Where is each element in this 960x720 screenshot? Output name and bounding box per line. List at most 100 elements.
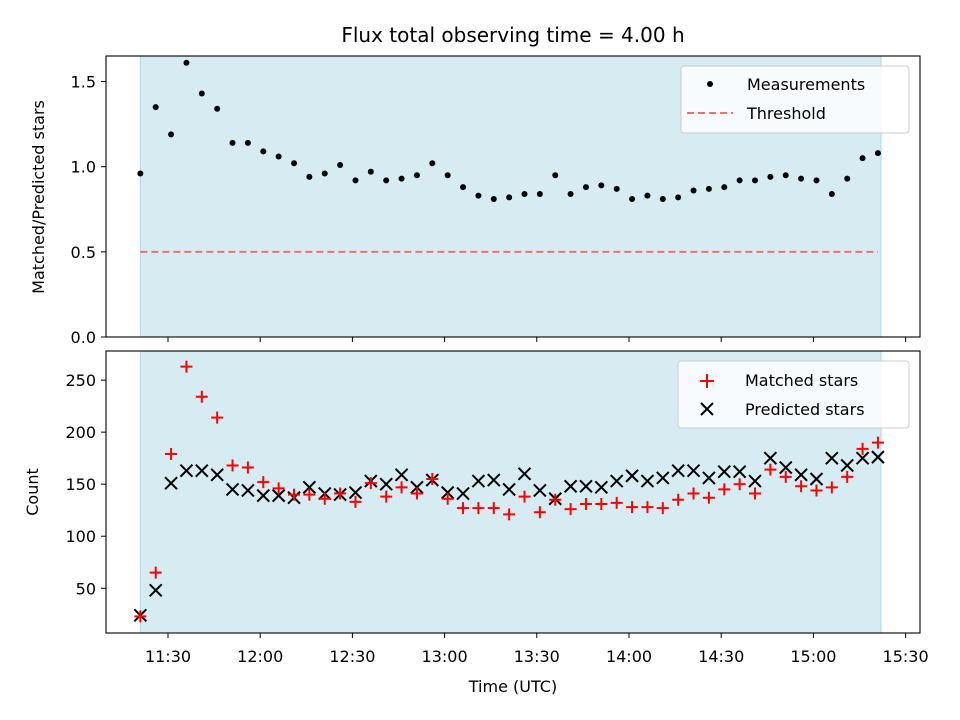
matched-stars-point (241, 461, 254, 474)
predicted-stars-point (256, 488, 270, 503)
measurement-point (444, 172, 451, 179)
matched-stars-point (702, 491, 715, 504)
predicted-stars-point (517, 467, 532, 481)
predicted-stars-point (487, 473, 501, 487)
star-count-panel: 11:30 12:00 12:30 13:00 13:30 14:00 14:30 15:00… (23, 350, 929, 696)
x-tick-label: 15:00 (790, 647, 836, 666)
measurement-point (198, 90, 205, 97)
flux-ratio-legend-box (680, 65, 910, 134)
star-count-y-ticks: 50 100 150 200 250 (65, 371, 106, 598)
matched-stars-point (149, 566, 162, 579)
matched-stars-point (595, 497, 608, 510)
predicted-stars-point (671, 463, 685, 478)
measurement-point (613, 185, 620, 192)
y-tick-label: 150 (65, 475, 96, 494)
flux-ratio-x-ticks (167, 337, 907, 342)
predicted-stars-point (779, 460, 793, 475)
star-count-frame (105, 350, 921, 634)
chart-title: Flux total observing time = 4.00 h (341, 23, 684, 47)
matched-stars-point (871, 436, 884, 449)
predicted-stars-point (533, 483, 547, 498)
measurement-point (275, 153, 282, 160)
x-tick-label: 14:30 (698, 647, 744, 666)
legend-marker-measurements (707, 81, 713, 87)
measurement-point (168, 131, 175, 138)
matched-stars-point (318, 492, 331, 505)
matched-stars-point (626, 501, 639, 514)
matched-stars-point (672, 493, 685, 506)
predicted-stars-point (732, 465, 747, 479)
predicted-stars-point (394, 468, 409, 482)
measurement-point (306, 173, 313, 180)
x-tick-label: 13:30 (514, 647, 560, 666)
matched-stars-point (349, 495, 362, 508)
matched-stars-point (733, 478, 746, 491)
matched-stars-point (810, 484, 823, 497)
legend-marker-matched-stars (700, 374, 714, 388)
y-tick-label: 100 (65, 527, 96, 546)
matched-stars-point (518, 490, 531, 503)
measurement-point (413, 172, 420, 179)
predicted-stars-point (809, 472, 824, 486)
matched-stars-point (364, 477, 377, 490)
measurement-point (352, 177, 359, 184)
legend-label-matched-stars: Matched stars (745, 371, 858, 390)
measurement-point (859, 155, 866, 162)
predicted-stars-point (686, 463, 701, 478)
matched-stars-point (641, 501, 654, 514)
matched-stars-point (610, 496, 623, 509)
flux-ratio-y-ticks: 0.0 0.5 1.0 1.5 (71, 73, 106, 347)
y-tick-label: 0.0 (71, 328, 96, 347)
predicted-stars-point (563, 479, 578, 493)
predicted-stars-point (210, 468, 224, 482)
matched-stars-point (656, 502, 669, 515)
matched-stars-point (195, 390, 208, 403)
predicted-stars-point (855, 451, 870, 465)
matched-stars-point (395, 481, 408, 494)
matched-stars-point (549, 493, 562, 506)
matched-stars-point (134, 610, 147, 623)
star-count-y-axis-label: Count (23, 468, 42, 516)
flux-ratio-y-axis-label: Matched/Predicted stars (29, 100, 48, 294)
x-tick-label: 12:00 (237, 647, 283, 666)
legend-label-threshold: Threshold (746, 104, 826, 123)
measurement-point (321, 170, 328, 177)
measurement-point (475, 192, 482, 199)
measurement-point (521, 190, 528, 197)
predicted-stars-point (148, 583, 163, 598)
measurement-point (183, 59, 190, 66)
x-axis-label: Time (UTC) (468, 677, 557, 696)
measurement-point (398, 175, 405, 182)
predicted-stars-point (456, 486, 470, 501)
predicted-stars-point (609, 474, 624, 488)
x-tick-label: 12:30 (329, 647, 375, 666)
flux-ratio-frame (105, 55, 921, 338)
flux-ratio-panel: 0.0 0.5 1.0 1.5 Flux total observing time =… (29, 23, 921, 347)
x-tick-label: 11:30 (145, 647, 191, 666)
star-count-marks (133, 360, 885, 623)
measurement-point (383, 177, 390, 184)
measurement-point (767, 173, 774, 180)
matched-stars-point (533, 506, 546, 519)
measurement-point (705, 185, 712, 192)
matched-stars-point (718, 483, 731, 496)
matched-stars-point (764, 463, 777, 476)
measurement-point (582, 184, 589, 191)
measurement-point (813, 177, 820, 184)
matched-stars-point (856, 442, 869, 455)
matched-stars-point (288, 488, 301, 501)
predicted-stars-point (763, 451, 778, 465)
flux-ratio-legend: Measurements Threshold (680, 65, 910, 134)
legend-label-measurements: Measurements (747, 75, 865, 94)
star-count-legend-box (677, 360, 910, 429)
matched-stars-point (749, 487, 762, 500)
matched-stars-point (472, 502, 485, 515)
predicted-stars-point (594, 480, 609, 495)
matched-stars-point (334, 487, 347, 500)
measurement-point (229, 139, 236, 146)
measurement-point (552, 172, 559, 179)
predicted-stars-point (871, 450, 885, 464)
matched-stars-point (426, 472, 439, 485)
predicted-stars-point (640, 474, 655, 488)
measurement-point (675, 194, 682, 201)
